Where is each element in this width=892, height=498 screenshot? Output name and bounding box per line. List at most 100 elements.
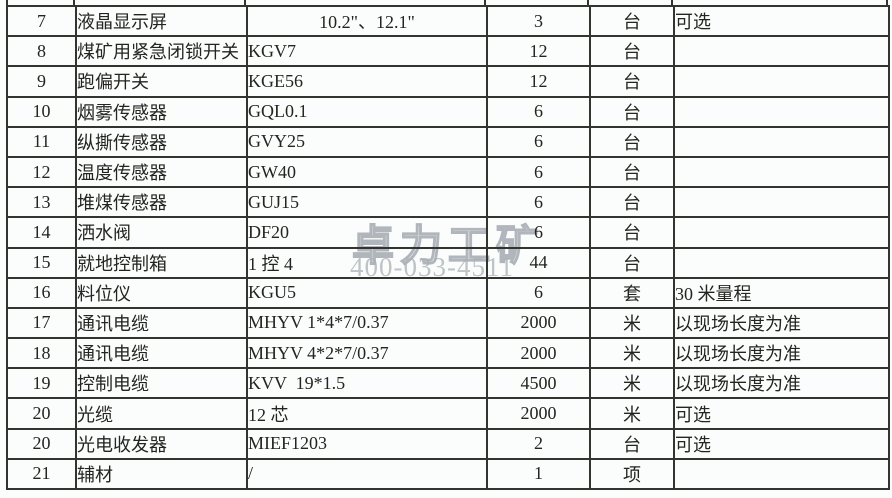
table-row: 21 辅材/1 项 bbox=[6, 457, 890, 491]
cell-no: 18 bbox=[6, 337, 77, 370]
table-row: 18 通讯电缆 MHYV 4*2*7/0.37 2000 米以现场长度为准 bbox=[6, 337, 890, 370]
cell-model: GQL0.1 bbox=[246, 95, 488, 128]
cell-no: 17 bbox=[6, 306, 77, 340]
table-row: 9 跑偏开关 KGE56 12 台 bbox=[6, 65, 890, 98]
cell-note bbox=[673, 35, 890, 68]
cell-name: 跑偏开关 bbox=[75, 65, 248, 98]
equipment-table-body: 7 液晶显示屏 10.2"、12.1" 3 台可选 8 煤矿用紧急闭锁开关 KGV7 12 台 9 跑… bbox=[6, 4, 890, 491]
cell-model: MHYV 4*2*7/0.37 bbox=[246, 337, 488, 370]
cell-note bbox=[673, 186, 890, 219]
cell-unit: 台 bbox=[589, 125, 675, 158]
top-cut-gridline bbox=[6, 0, 8, 6]
cell-qty: 6 bbox=[486, 125, 591, 158]
cell-qty: 12 bbox=[486, 65, 591, 98]
table-row: 10 烟雾传感器 GQL0.1 6 台 bbox=[6, 95, 890, 128]
cell-qty: 6 bbox=[486, 216, 591, 249]
cell-name: 烟雾传感器 bbox=[75, 95, 248, 128]
cell-unit: 台 bbox=[589, 35, 675, 68]
cell-model: GUJ15 bbox=[246, 186, 488, 219]
cell-unit: 台 bbox=[589, 216, 675, 249]
cell-unit: 米 bbox=[589, 306, 675, 340]
cell-no: 15 bbox=[6, 246, 77, 279]
cell-no: 21 bbox=[6, 457, 77, 491]
cell-name: 液晶显示屏 bbox=[75, 4, 248, 38]
cell-name: 堆煤传感器 bbox=[75, 186, 248, 219]
cell-note bbox=[673, 65, 890, 98]
cell-unit: 米 bbox=[589, 397, 675, 430]
cell-model: 12 芯 bbox=[246, 397, 488, 430]
cell-qty: 2000 bbox=[486, 306, 591, 340]
table-row: 19 控制电缆 KVV 19*1.5 4500 米以现场长度为准 bbox=[6, 367, 890, 400]
cell-qty: 2000 bbox=[486, 397, 591, 430]
cell-name: 通讯电缆 bbox=[75, 337, 248, 370]
cell-qty: 1 bbox=[486, 457, 591, 491]
cell-note bbox=[673, 125, 890, 158]
cell-qty: 4500 bbox=[486, 367, 591, 400]
cell-note bbox=[673, 246, 890, 279]
cell-name: 就地控制箱 bbox=[75, 246, 248, 279]
cell-unit: 台 bbox=[589, 4, 675, 38]
cell-note bbox=[673, 216, 890, 249]
cell-model: 10.2"、12.1" bbox=[246, 4, 488, 38]
top-cut-gridline bbox=[244, 0, 246, 6]
top-cut-gridline bbox=[671, 0, 673, 6]
cell-name: 通讯电缆 bbox=[75, 306, 248, 340]
cell-note bbox=[673, 95, 890, 128]
cell-name: 辅材 bbox=[75, 457, 248, 491]
cell-name: 煤矿用紧急闭锁开关 bbox=[75, 35, 248, 68]
cell-unit: 台 bbox=[589, 427, 675, 460]
cell-unit: 台 bbox=[589, 155, 675, 189]
table-row: 8 煤矿用紧急闭锁开关 KGV7 12 台 bbox=[6, 35, 890, 68]
cell-model: GW40 bbox=[246, 155, 488, 189]
cell-no: 19 bbox=[6, 367, 77, 400]
cell-model: / bbox=[246, 457, 488, 491]
cell-name: 料位仪 bbox=[75, 276, 248, 309]
table-row: 20 光缆 12 芯 2000 米可选 bbox=[6, 397, 890, 430]
cell-no: 11 bbox=[6, 125, 77, 158]
cell-unit: 台 bbox=[589, 95, 675, 128]
cell-unit: 台 bbox=[589, 65, 675, 98]
cell-note: 以现场长度为准 bbox=[673, 306, 890, 340]
cell-name: 纵撕传感器 bbox=[75, 125, 248, 158]
cell-model: 1 控 4 bbox=[246, 246, 488, 279]
top-cut-gridline bbox=[886, 0, 888, 6]
cell-unit: 台 bbox=[589, 186, 675, 219]
cell-no: 16 bbox=[6, 276, 77, 309]
table-row: 7 液晶显示屏 10.2"、12.1" 3 台可选 bbox=[6, 4, 890, 38]
cell-model: DF20 bbox=[246, 216, 488, 249]
cell-model: KGV7 bbox=[246, 35, 488, 68]
cell-note: 可选 bbox=[673, 427, 890, 460]
cell-no: 13 bbox=[6, 186, 77, 219]
cell-model: MIEF1203 bbox=[246, 427, 488, 460]
cell-model: MHYV 1*4*7/0.37 bbox=[246, 306, 488, 340]
table-row: 14 洒水阀 DF20 6 台 bbox=[6, 216, 890, 249]
cell-note: 可选 bbox=[673, 4, 890, 38]
cell-name: 温度传感器 bbox=[75, 155, 248, 189]
cell-name: 洒水阀 bbox=[75, 216, 248, 249]
cell-note bbox=[673, 457, 890, 491]
table-row: 12 温度传感器 GW40 6 台 bbox=[6, 155, 890, 189]
table-row: 17 通讯电缆 MHYV 1*4*7/0.37 2000 米以现场长度为准 bbox=[6, 306, 890, 340]
table-row: 11 纵撕传感器 GVY25 6 台 bbox=[6, 125, 890, 158]
cell-no: 20 bbox=[6, 397, 77, 430]
cell-model: GVY25 bbox=[246, 125, 488, 158]
cell-model: KVV 19*1.5 bbox=[246, 367, 488, 400]
cell-qty: 6 bbox=[486, 95, 591, 128]
cell-no: 7 bbox=[6, 4, 77, 38]
cell-unit: 米 bbox=[589, 367, 675, 400]
cell-qty: 2000 bbox=[486, 337, 591, 370]
table-row: 13 堆煤传感器 GUJ15 6 台 bbox=[6, 186, 890, 219]
cell-qty: 2 bbox=[486, 427, 591, 460]
cell-note: 可选 bbox=[673, 397, 890, 430]
cell-name: 光缆 bbox=[75, 397, 248, 430]
cell-note: 30 米量程 bbox=[673, 276, 890, 309]
table-row: 16 料位仪 KGU5 6 套 30 米量程 bbox=[6, 276, 890, 309]
cell-unit: 项 bbox=[589, 457, 675, 491]
cell-qty: 6 bbox=[486, 276, 591, 309]
top-cut-gridline bbox=[73, 0, 75, 6]
cell-unit: 米 bbox=[589, 337, 675, 370]
cell-no: 12 bbox=[6, 155, 77, 189]
cell-note bbox=[673, 155, 890, 189]
cell-model: KGE56 bbox=[246, 65, 488, 98]
